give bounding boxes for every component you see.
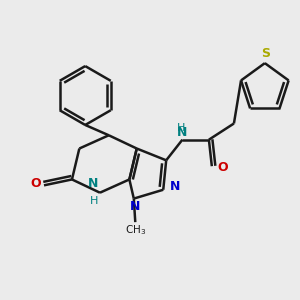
Text: N: N xyxy=(177,126,188,139)
Text: N: N xyxy=(130,200,140,213)
Text: N: N xyxy=(170,180,180,193)
Text: CH$_3$: CH$_3$ xyxy=(125,224,146,237)
Text: S: S xyxy=(261,46,270,60)
Text: O: O xyxy=(217,161,228,174)
Text: N: N xyxy=(88,177,98,190)
Text: H: H xyxy=(177,123,185,133)
Text: H: H xyxy=(90,196,98,206)
Text: O: O xyxy=(30,177,41,190)
